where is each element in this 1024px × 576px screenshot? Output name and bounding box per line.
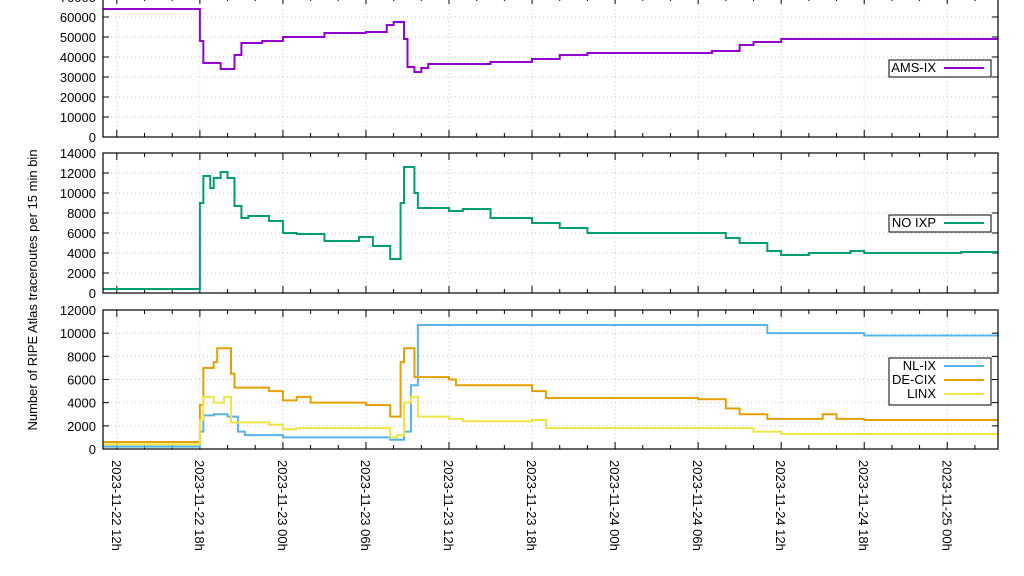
panel-top: 0 10000 20000 30000 40000 50000 60000 70000 AMS-… <box>60 0 999 145</box>
x-tick-label: 2023-11-25 00h <box>939 460 954 551</box>
x-tick-label: 2023-11-24 06h <box>690 460 705 551</box>
x-tick-label: 2023-11-23 00h <box>275 460 290 551</box>
plot-frame <box>102 0 999 138</box>
y-tick-label: 20000 <box>60 90 96 105</box>
plot-frame <box>102 309 999 450</box>
y-tick-label: 70000 <box>60 0 96 5</box>
y-tick-label: 30000 <box>60 70 96 85</box>
y-tick-label: 4000 <box>67 246 96 261</box>
y-tick-label: 6000 <box>67 226 96 241</box>
legend-label: DE-CIX <box>892 372 936 387</box>
y-tick-label: 0 <box>89 442 96 457</box>
x-tick-label: 2023-11-24 18h <box>856 460 871 551</box>
x-tick-label: 2023-11-24 12h <box>773 460 788 551</box>
y-tick-label: 10000 <box>60 110 96 125</box>
y-tick-label: 0 <box>89 130 96 145</box>
legend-box <box>888 214 992 233</box>
legend-label: NO IXP <box>892 215 936 230</box>
x-tick-label: 2023-11-22 18h <box>192 460 207 551</box>
y-tick-label: 10000 <box>60 186 96 201</box>
legend-label: LINX <box>907 386 936 401</box>
y-tick-label: 14000 <box>60 146 96 161</box>
legend-box <box>888 59 992 78</box>
y-tick-label: 2000 <box>67 266 96 281</box>
y-tick-label: 12000 <box>60 303 96 318</box>
legend: AMS-IX <box>888 59 992 78</box>
plot-frame <box>102 152 999 294</box>
y-tick-label: 60000 <box>60 10 96 25</box>
y-tick-label: 12000 <box>60 166 96 181</box>
series-line-ams-ix <box>103 8 998 73</box>
x-tick-label: 2023-11-22 12h <box>109 460 124 551</box>
legend-label: NL-IX <box>903 358 937 373</box>
x-tick-label: 2023-11-23 06h <box>358 460 373 551</box>
y-tick-label: 40000 <box>60 50 96 65</box>
y-axis-label: Number of RIPE Atlas traceroutes per 15 … <box>25 149 40 430</box>
y-tick-label: 6000 <box>67 373 96 388</box>
legend-label: AMS-IX <box>891 60 936 75</box>
y-tick-label: 2000 <box>67 419 96 434</box>
x-tick-label: 2023-11-24 00h <box>607 460 622 551</box>
y-tick-label: 8000 <box>67 349 96 364</box>
x-tick-label: 2023-11-23 18h <box>524 460 539 551</box>
panel-bottom: 0 2000 4000 6000 8000 10000 12000 NL-IXDE-CIXLI… <box>60 303 999 457</box>
x-tick-label: 2023-11-23 12h <box>441 460 456 551</box>
series-line-nl-ix <box>103 324 999 448</box>
y-tick-label: 8000 <box>67 206 96 221</box>
y-tick-label: 10000 <box>60 326 96 341</box>
panel-middle: 0 2000 4000 6000 8000 10000 12000 14000 NO IXP <box>60 146 999 301</box>
y-tick-label: 4000 <box>67 396 96 411</box>
series-line-de-cix <box>103 347 998 444</box>
y-tick-label: 50000 <box>60 30 96 45</box>
y-tick-label: 0 <box>89 286 96 301</box>
series-line-no-ixp <box>103 166 998 290</box>
series-line-linx <box>103 395 998 446</box>
legend: NO IXP <box>888 214 992 233</box>
